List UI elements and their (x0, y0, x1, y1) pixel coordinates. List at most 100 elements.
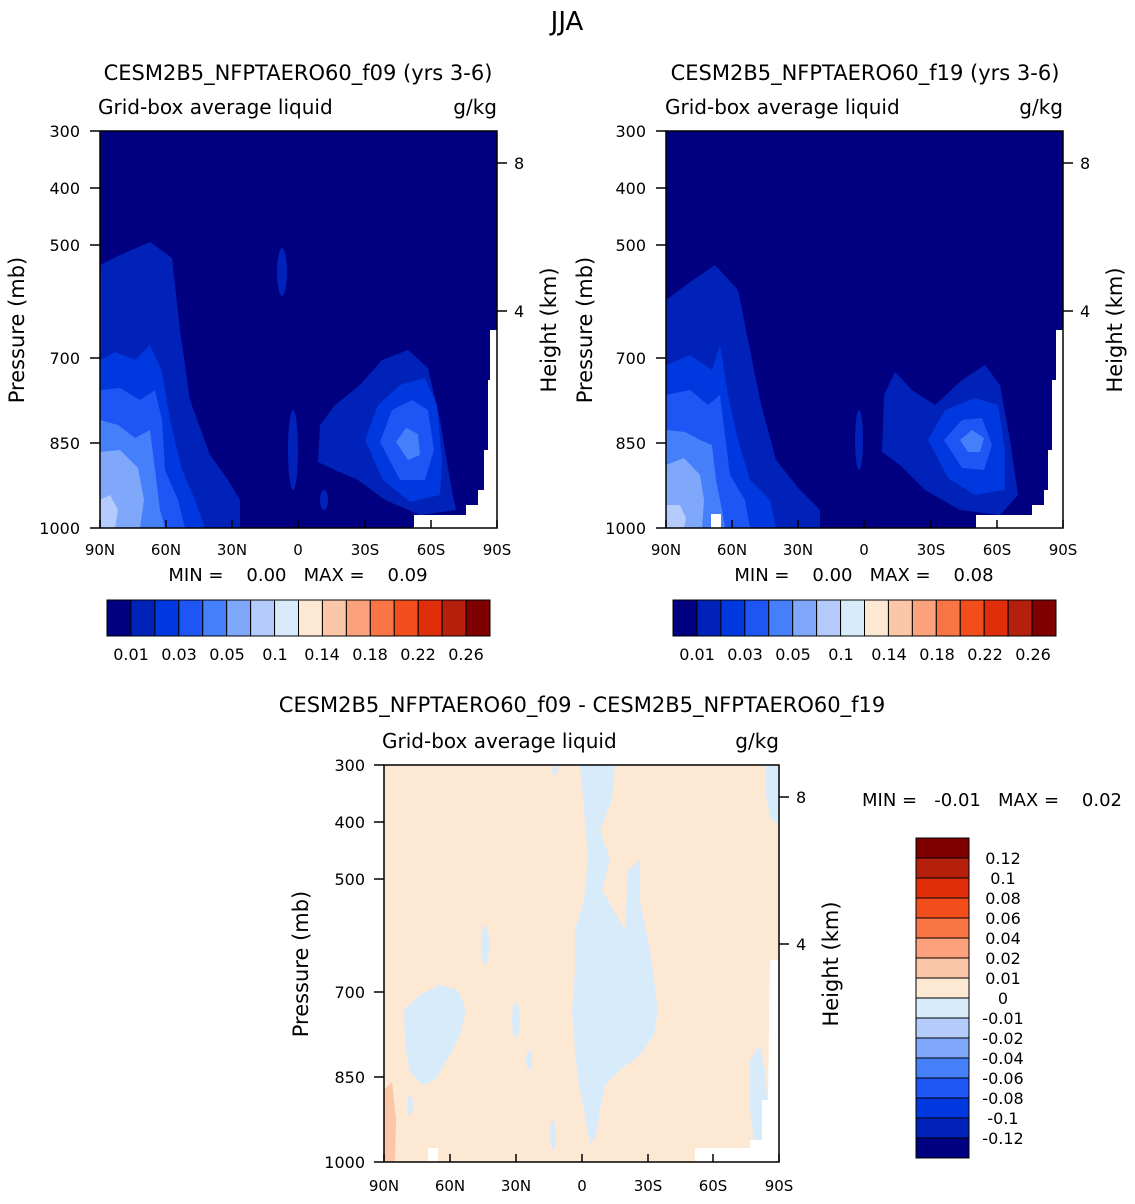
p3-neg-left (404, 985, 466, 1085)
p3-cb-label: 0.12 (985, 849, 1021, 868)
p3-yrtick-8: 8 (796, 788, 806, 807)
p3-yrtick-4: 4 (796, 935, 806, 954)
p3-colorbar-swatch (915, 1017, 970, 1039)
p1-ylabel-right: Height (km) (537, 267, 561, 392)
p3-xtick-60s: 60S (699, 1177, 728, 1195)
p2-colorbar-swatch (1007, 599, 1033, 637)
p1-cb-label: 0.05 (209, 645, 245, 664)
p1-colorbar-swatch (130, 599, 156, 637)
panel3-title: CESM2B5_NFPTAERO60_f09 - CESM2B5_NFPTAER… (279, 693, 885, 718)
p1-level-4-right (396, 428, 420, 460)
p2-ytick-400: 400 (615, 179, 646, 198)
p2-cb-label: 0.26 (1015, 645, 1051, 664)
p1-yrticks (497, 162, 507, 312)
p3-xtick-0: 0 (577, 1177, 587, 1195)
p2-ylabel-right: Height (km) (1103, 267, 1127, 392)
p1-yrtick-8: 8 (514, 154, 524, 173)
p3-cb-label: 0.04 (985, 929, 1021, 948)
panel2-title: CESM2B5_NFPTAERO60_f19 (yrs 3-6) (671, 61, 1060, 86)
panel1-minmax: MIN = 0.00 MAX = 0.09 (168, 565, 427, 586)
p2-ytick-700: 700 (615, 349, 646, 368)
panel2-subtitle-right: g/kg (1019, 95, 1063, 119)
p3-colorbar-swatch (915, 1037, 970, 1059)
panel1-subtitle-right: g/kg (453, 95, 497, 119)
p1-colorbar-swatch (321, 599, 347, 637)
p3-cb-label: 0.08 (985, 889, 1021, 908)
p3-colorbar-swatch (915, 957, 970, 979)
p1-colorbar-swatch (369, 599, 395, 637)
p3-colorbar-swatch (915, 877, 970, 899)
p3-cb-label: 0.02 (985, 949, 1021, 968)
p1-cb-label: 0.22 (400, 645, 436, 664)
p2-colorbar-swatch (816, 599, 842, 637)
p2-cb-label: 0.01 (679, 645, 715, 664)
p3-cb-label: 0.01 (985, 969, 1021, 988)
p3-colorbar-swatch (915, 997, 970, 1019)
panel1-title: CESM2B5_NFPTAERO60_f09 (yrs 3-6) (104, 61, 493, 86)
p2-xtick-30s: 30S (917, 541, 946, 559)
p1-ytick-500: 500 (49, 236, 80, 255)
panel-diff: CESM2B5_NFPTAERO60_f09 - CESM2B5_NFPTAER… (279, 693, 1122, 1195)
p1-island-c (320, 490, 328, 510)
p2-xtick-90n: 90N (651, 541, 681, 559)
p3-ylabel-right: Height (km) (819, 901, 843, 1026)
p2-colorbar-swatch (959, 599, 985, 637)
p1-xtick-30n: 30N (217, 541, 247, 559)
p2-ytick-300: 300 (615, 122, 646, 141)
panel1-contours (100, 131, 497, 528)
p1-ylabel: Pressure (mb) (5, 257, 29, 404)
p2-colorbar-swatch (840, 599, 865, 637)
p1-colorbar-swatch (106, 599, 132, 637)
panel3-colorbar-labels: 0.12 0.1 0.08 0.06 0.04 0.02 0.01 0 -0.0… (982, 849, 1023, 1148)
p2-colorbar-swatch (864, 599, 889, 637)
p3-colorbar-swatch (915, 1137, 970, 1159)
p3-pos-strong (384, 1082, 396, 1162)
p2-xticks (665, 520, 1064, 528)
p1-cb-label: 0.03 (161, 645, 197, 664)
p3-colorbar-swatch (915, 917, 970, 939)
p2-ytick-1000: 1000 (605, 519, 646, 538)
p3-neg-right (750, 765, 779, 1150)
p1-ytick-400: 400 (49, 179, 80, 198)
p3-colorbar-swatch (915, 897, 970, 919)
p1-xtick-90s: 90S (483, 541, 512, 559)
p1-xtick-0: 0 (293, 541, 303, 559)
p3-neg-a (481, 925, 489, 965)
p3-xtick-90n: 90N (369, 1177, 399, 1195)
p3-cb-label: 0 (998, 989, 1008, 1008)
p3-ytick-1000: 1000 (324, 1153, 365, 1172)
p2-ytick-500: 500 (615, 236, 646, 255)
p2-yrticks (1063, 162, 1073, 312)
p1-ytick-700: 700 (49, 349, 80, 368)
p2-level-4-right (960, 430, 984, 452)
p3-cb-label: -0.01 (982, 1009, 1023, 1028)
p2-level-6-left (666, 505, 686, 528)
p3-colorbar-swatch (915, 937, 970, 959)
p3-neg-central (572, 765, 658, 1145)
p3-ytick-700: 700 (334, 983, 365, 1002)
p2-xtick-60n: 60N (717, 541, 747, 559)
p2-island-a (855, 410, 863, 470)
p1-cb-label: 0.26 (448, 645, 484, 664)
panel2-colorbar (672, 599, 1057, 637)
p2-colorbar-swatch (720, 599, 746, 637)
p2-cb-label: 0.03 (727, 645, 763, 664)
p1-ytick-1000: 1000 (39, 519, 80, 538)
p3-colorbar-swatch (915, 1057, 970, 1079)
p3-neg-e (407, 1095, 413, 1115)
p2-colorbar-swatch (696, 599, 722, 637)
p3-yrticks (779, 796, 789, 945)
p2-colorbar-swatch (792, 599, 818, 637)
p3-ytick-300: 300 (334, 756, 365, 775)
p1-xtick-90n: 90N (85, 541, 115, 559)
p1-colorbar-swatch (417, 599, 443, 637)
p1-xtick-60n: 60N (151, 541, 181, 559)
p3-colorbar-swatch (915, 857, 970, 879)
panel1-xaxis: 90N 60N 30N 0 30S 60S 90S (85, 520, 511, 559)
panel1-subtitle-left: Grid-box average liquid (98, 95, 333, 119)
p1-xtick-30s: 30S (351, 541, 380, 559)
p3-neg-b (512, 1002, 520, 1038)
panel2-xaxis: 90N 60N 30N 0 30S 60S 90S (651, 520, 1077, 559)
p3-ytick-500: 500 (334, 870, 365, 889)
p3-cb-label: 0.06 (985, 909, 1021, 928)
